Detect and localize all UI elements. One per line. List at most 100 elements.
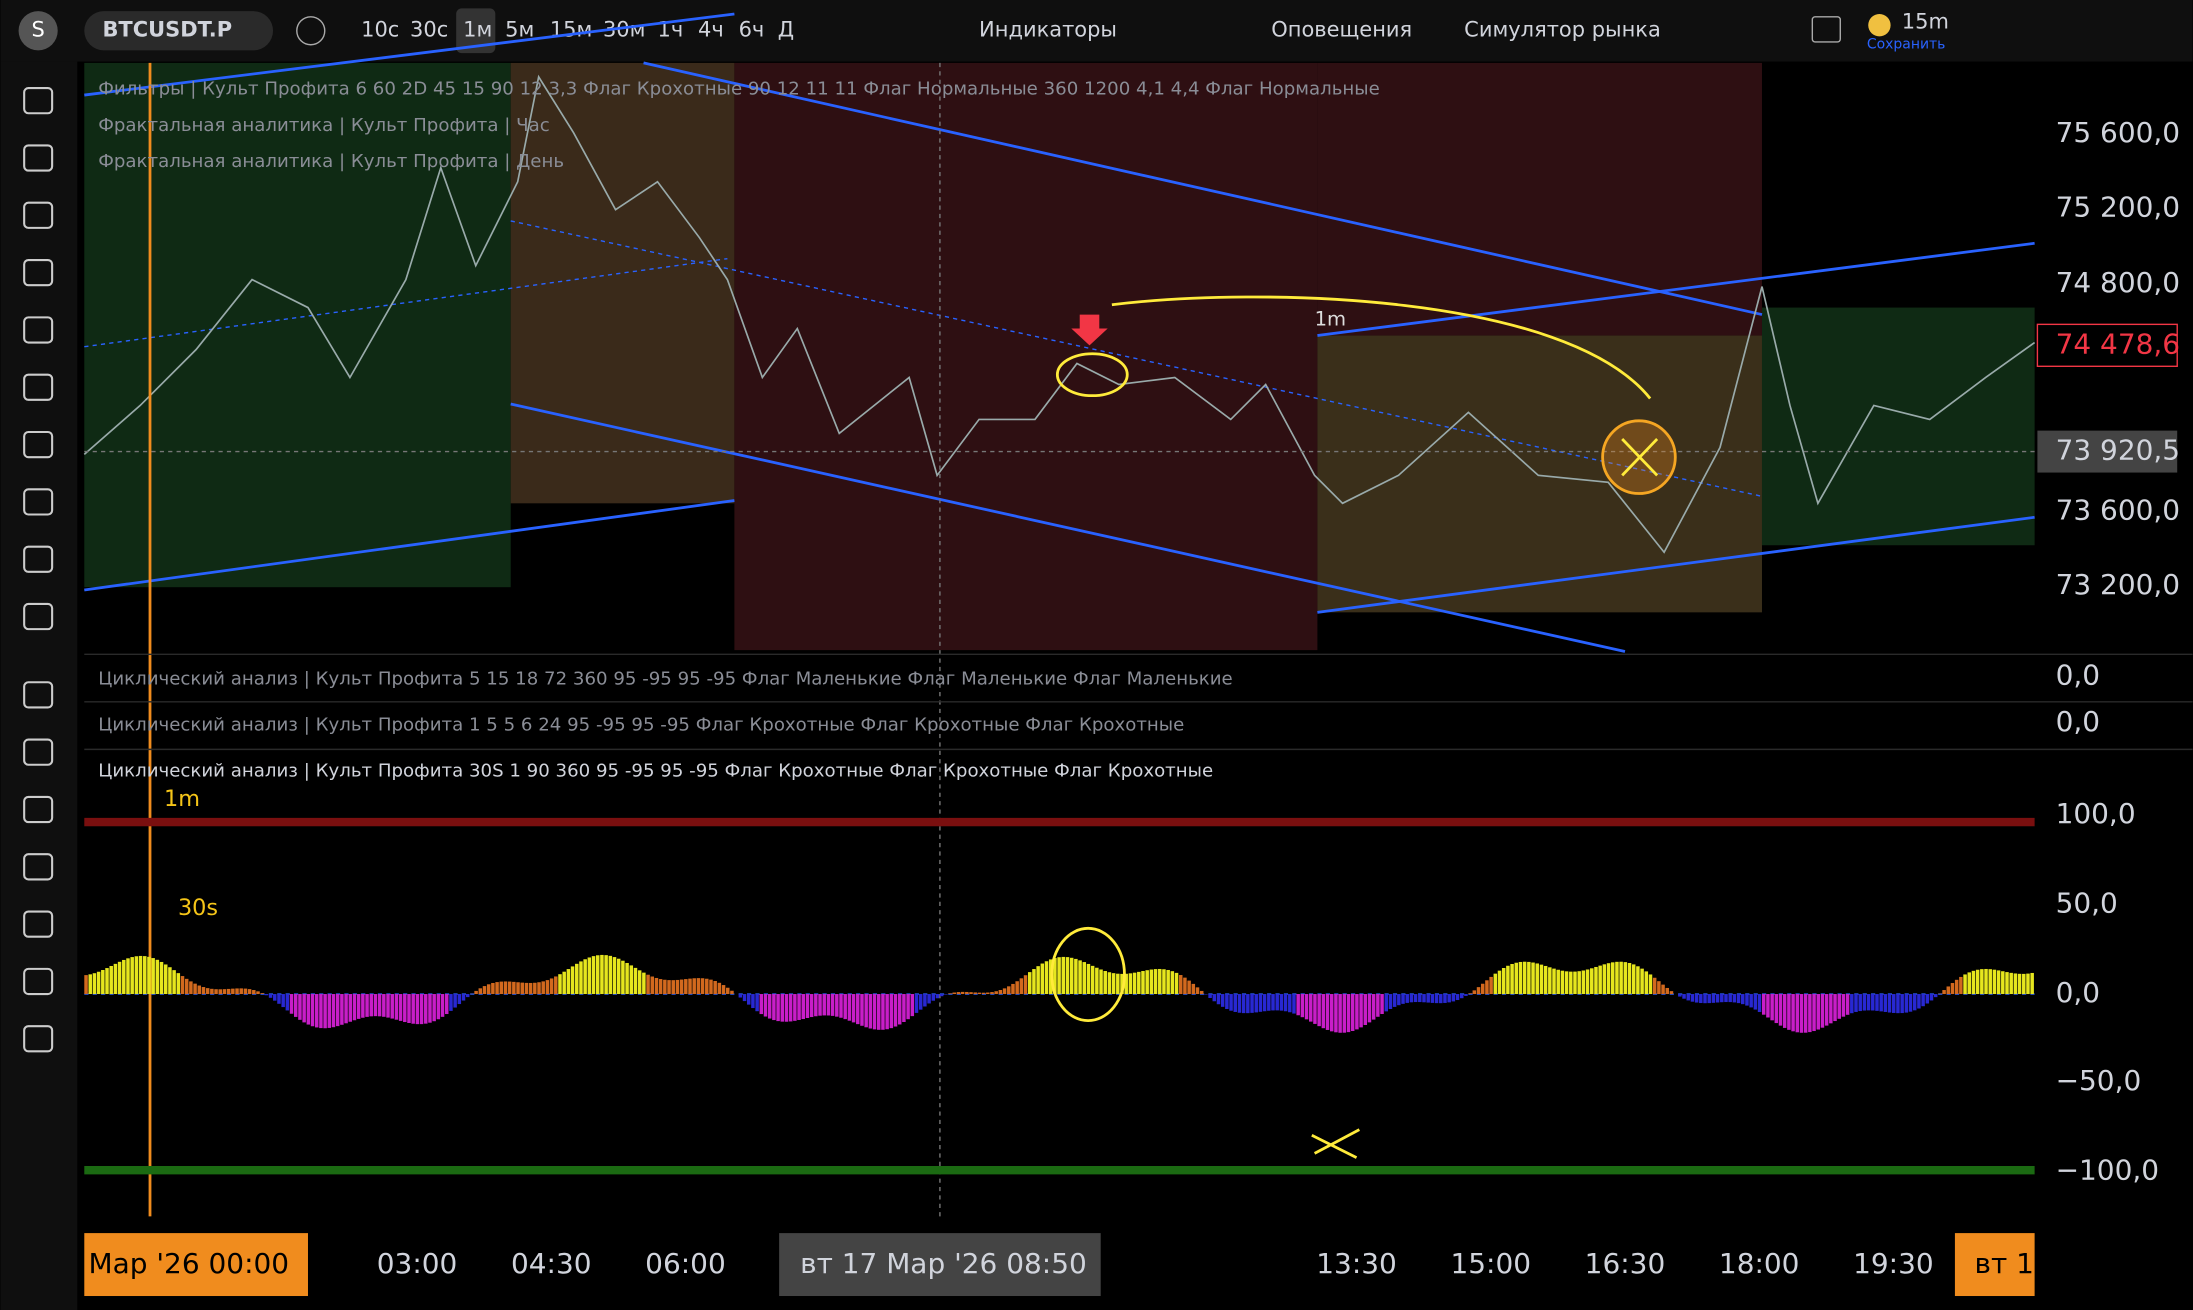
osc-bar bbox=[1799, 994, 1804, 1033]
osc-bar bbox=[1875, 994, 1879, 1011]
interval-button[interactable]: 5м bbox=[505, 18, 534, 42]
osc-bar bbox=[1090, 965, 1095, 995]
osc-bar bbox=[444, 994, 449, 1015]
tool-icon[interactable] bbox=[23, 602, 54, 631]
tool-icon[interactable] bbox=[23, 316, 54, 344]
osc-bar bbox=[486, 984, 491, 995]
right-time-box bbox=[1954, 1233, 2035, 1297]
osc-bar bbox=[1791, 994, 1795, 1032]
osc-bar bbox=[1313, 994, 1317, 1024]
symbol-box[interactable] bbox=[84, 11, 274, 51]
osc-bar bbox=[1371, 994, 1376, 1020]
osc-bar bbox=[1925, 994, 1930, 1004]
osc-bar bbox=[1590, 968, 1594, 995]
osc-bar bbox=[1539, 964, 1544, 995]
interval-button[interactable]: Д bbox=[778, 18, 794, 42]
osc-bar bbox=[579, 961, 583, 995]
osc-bar bbox=[323, 994, 327, 1029]
interval-button[interactable]: 6ч bbox=[739, 18, 765, 42]
osc-bar bbox=[1434, 994, 1439, 1004]
symbol[interactable]: BTCUSDT.P bbox=[102, 18, 232, 42]
osc-bar bbox=[587, 957, 592, 995]
interval-button[interactable]: 1м bbox=[463, 18, 492, 42]
osc-bar bbox=[843, 994, 847, 1020]
tool-icon[interactable] bbox=[23, 795, 54, 824]
indicators-button[interactable]: Индикаторы bbox=[979, 18, 1117, 42]
tool-icon[interactable] bbox=[23, 201, 54, 229]
tool-icon[interactable] bbox=[23, 488, 54, 516]
osc-bar bbox=[1367, 994, 1372, 1023]
indicator-legend: Фрактальная аналитика | Культ Профита | … bbox=[98, 115, 549, 136]
left-time-box bbox=[84, 1233, 308, 1297]
osc-bar bbox=[407, 994, 411, 1024]
osc-bar bbox=[1522, 961, 1527, 995]
add-symbol[interactable] bbox=[296, 16, 326, 46]
osc-bar bbox=[373, 994, 378, 1017]
interval-button[interactable]: 10с bbox=[361, 18, 399, 42]
osc-axis-label: 50,0 bbox=[2056, 887, 2118, 920]
save-button[interactable]: Сохранить bbox=[1867, 37, 1946, 53]
tool-icon[interactable] bbox=[23, 373, 54, 401]
tool-icon[interactable] bbox=[23, 258, 54, 287]
crosshair-time: вт 17 Мар '26 08:50 bbox=[800, 1247, 1087, 1280]
osc-bar bbox=[1271, 994, 1275, 1011]
osc-bar bbox=[1778, 994, 1783, 1026]
osc-bar bbox=[1661, 984, 1665, 995]
osc-bar bbox=[1023, 975, 1028, 995]
interval-button[interactable]: 4ч bbox=[698, 18, 724, 42]
osc-bar bbox=[268, 994, 273, 998]
osc-bar bbox=[201, 987, 206, 995]
osc-bar bbox=[650, 976, 655, 995]
osc-bar bbox=[352, 994, 357, 1021]
osc-bar bbox=[96, 971, 101, 995]
osc-bar bbox=[340, 994, 344, 1025]
osc-bar bbox=[465, 994, 470, 998]
osc-bar bbox=[1715, 994, 1720, 1003]
osc-bar bbox=[1896, 994, 1900, 1014]
last-price-box bbox=[2036, 323, 2178, 367]
osc-bar bbox=[1615, 961, 1619, 995]
osc-bar bbox=[1703, 994, 1707, 1004]
tool-icon[interactable] bbox=[23, 967, 54, 996]
osc-bar bbox=[1992, 969, 1997, 995]
osc-bar bbox=[1900, 994, 1904, 1014]
osc-bar bbox=[835, 994, 839, 1017]
osc-bar bbox=[1061, 956, 1066, 995]
osc-bar bbox=[319, 994, 323, 1029]
osc-bar bbox=[575, 963, 579, 995]
osc-bar bbox=[1892, 994, 1896, 1013]
osc-bar bbox=[1564, 971, 1569, 995]
tool-icon[interactable] bbox=[23, 430, 54, 459]
osc-bar bbox=[1858, 994, 1862, 1012]
tool-icon[interactable] bbox=[23, 681, 54, 709]
tool-icon[interactable] bbox=[23, 87, 54, 115]
replay-button[interactable]: Симулятор рынка bbox=[1464, 18, 1661, 42]
osc-bar bbox=[1199, 990, 1204, 995]
interval-button[interactable]: 15м bbox=[550, 18, 593, 42]
tool-icon[interactable] bbox=[23, 144, 54, 172]
osc-bar bbox=[671, 980, 675, 995]
osc-bar bbox=[344, 994, 348, 1024]
layout-icon[interactable] bbox=[1811, 16, 1841, 43]
tool-icon[interactable] bbox=[23, 738, 54, 766]
alerts-button[interactable]: Оповещения bbox=[1271, 18, 1412, 42]
osc-bar bbox=[1321, 994, 1326, 1029]
tool-icon[interactable] bbox=[23, 1025, 54, 1053]
osc-bar bbox=[1384, 994, 1388, 1012]
osc-bar bbox=[684, 979, 688, 995]
tool-icon[interactable] bbox=[23, 853, 54, 881]
osc-bar bbox=[180, 976, 185, 995]
tool-icon[interactable] bbox=[23, 910, 54, 938]
interval-button[interactable]: 30с bbox=[410, 18, 448, 42]
osc-bar bbox=[780, 994, 785, 1022]
osc-bar bbox=[558, 974, 562, 995]
avatar[interactable] bbox=[18, 11, 58, 51]
tool-icon[interactable] bbox=[23, 545, 54, 573]
osc-bar bbox=[1233, 994, 1238, 1012]
osc-bar bbox=[1153, 969, 1158, 995]
osc-bar bbox=[1078, 960, 1082, 995]
layout-name[interactable]: 15m bbox=[1902, 9, 1949, 33]
osc-bar bbox=[528, 982, 533, 995]
osc-bar bbox=[612, 957, 617, 995]
